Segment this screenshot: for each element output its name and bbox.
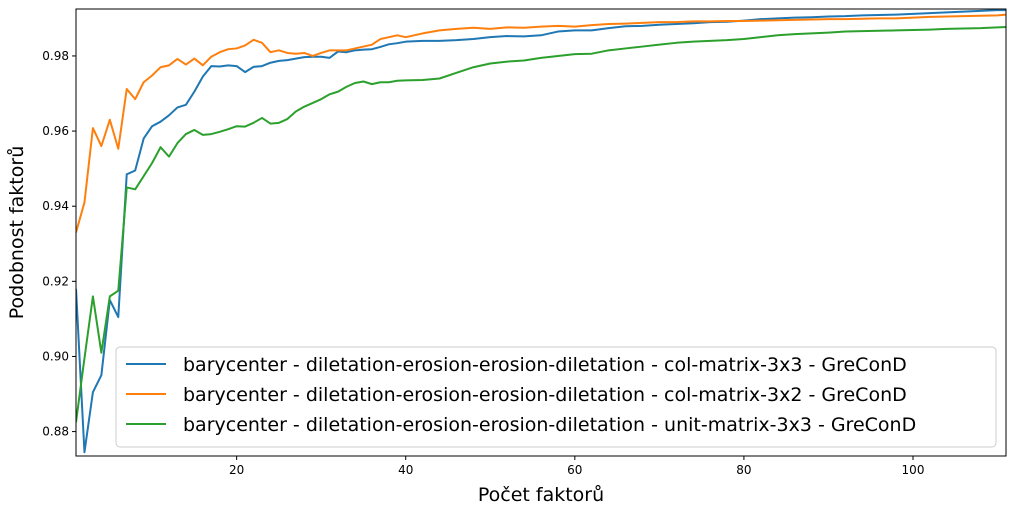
y-axis-ticks: 0.88 0.90 0.92 0.94 0.96 0.98	[42, 49, 76, 439]
x-tick-label: 80	[736, 463, 751, 477]
legend: barycenter - diletation-erosion-erosion-…	[115, 346, 997, 448]
y-tick-label: 0.96	[42, 124, 69, 138]
y-tick-label: 0.92	[42, 274, 69, 288]
plot-frame	[75, 8, 1007, 457]
legend-label-2: barycenter - diletation-erosion-erosion-…	[183, 384, 907, 406]
x-tick-label: 20	[229, 463, 244, 477]
legend-label-1: barycenter - diletation-erosion-erosion-…	[183, 354, 907, 376]
series-line-2	[76, 13, 1006, 233]
y-tick-label: 0.88	[42, 425, 69, 439]
x-axis-label: Počet faktorů	[478, 484, 604, 506]
legend-label-3: barycenter - diletation-erosion-erosion-…	[183, 414, 916, 436]
x-tick-label: 60	[567, 463, 582, 477]
series-layer	[76, 9, 1006, 454]
x-tick-label: 40	[398, 463, 413, 477]
y-axis-label: Podobnost faktorů	[6, 146, 28, 319]
y-tick-label: 0.90	[42, 349, 69, 363]
y-tick-label: 0.94	[42, 199, 69, 213]
y-tick-label: 0.98	[42, 49, 69, 63]
series-line-3	[76, 26, 1006, 423]
x-tick-label: 100	[902, 463, 925, 477]
x-axis-ticks: 20 40 60 80 100	[229, 456, 924, 477]
legend-box	[115, 346, 997, 448]
series-line-1	[76, 9, 1006, 454]
